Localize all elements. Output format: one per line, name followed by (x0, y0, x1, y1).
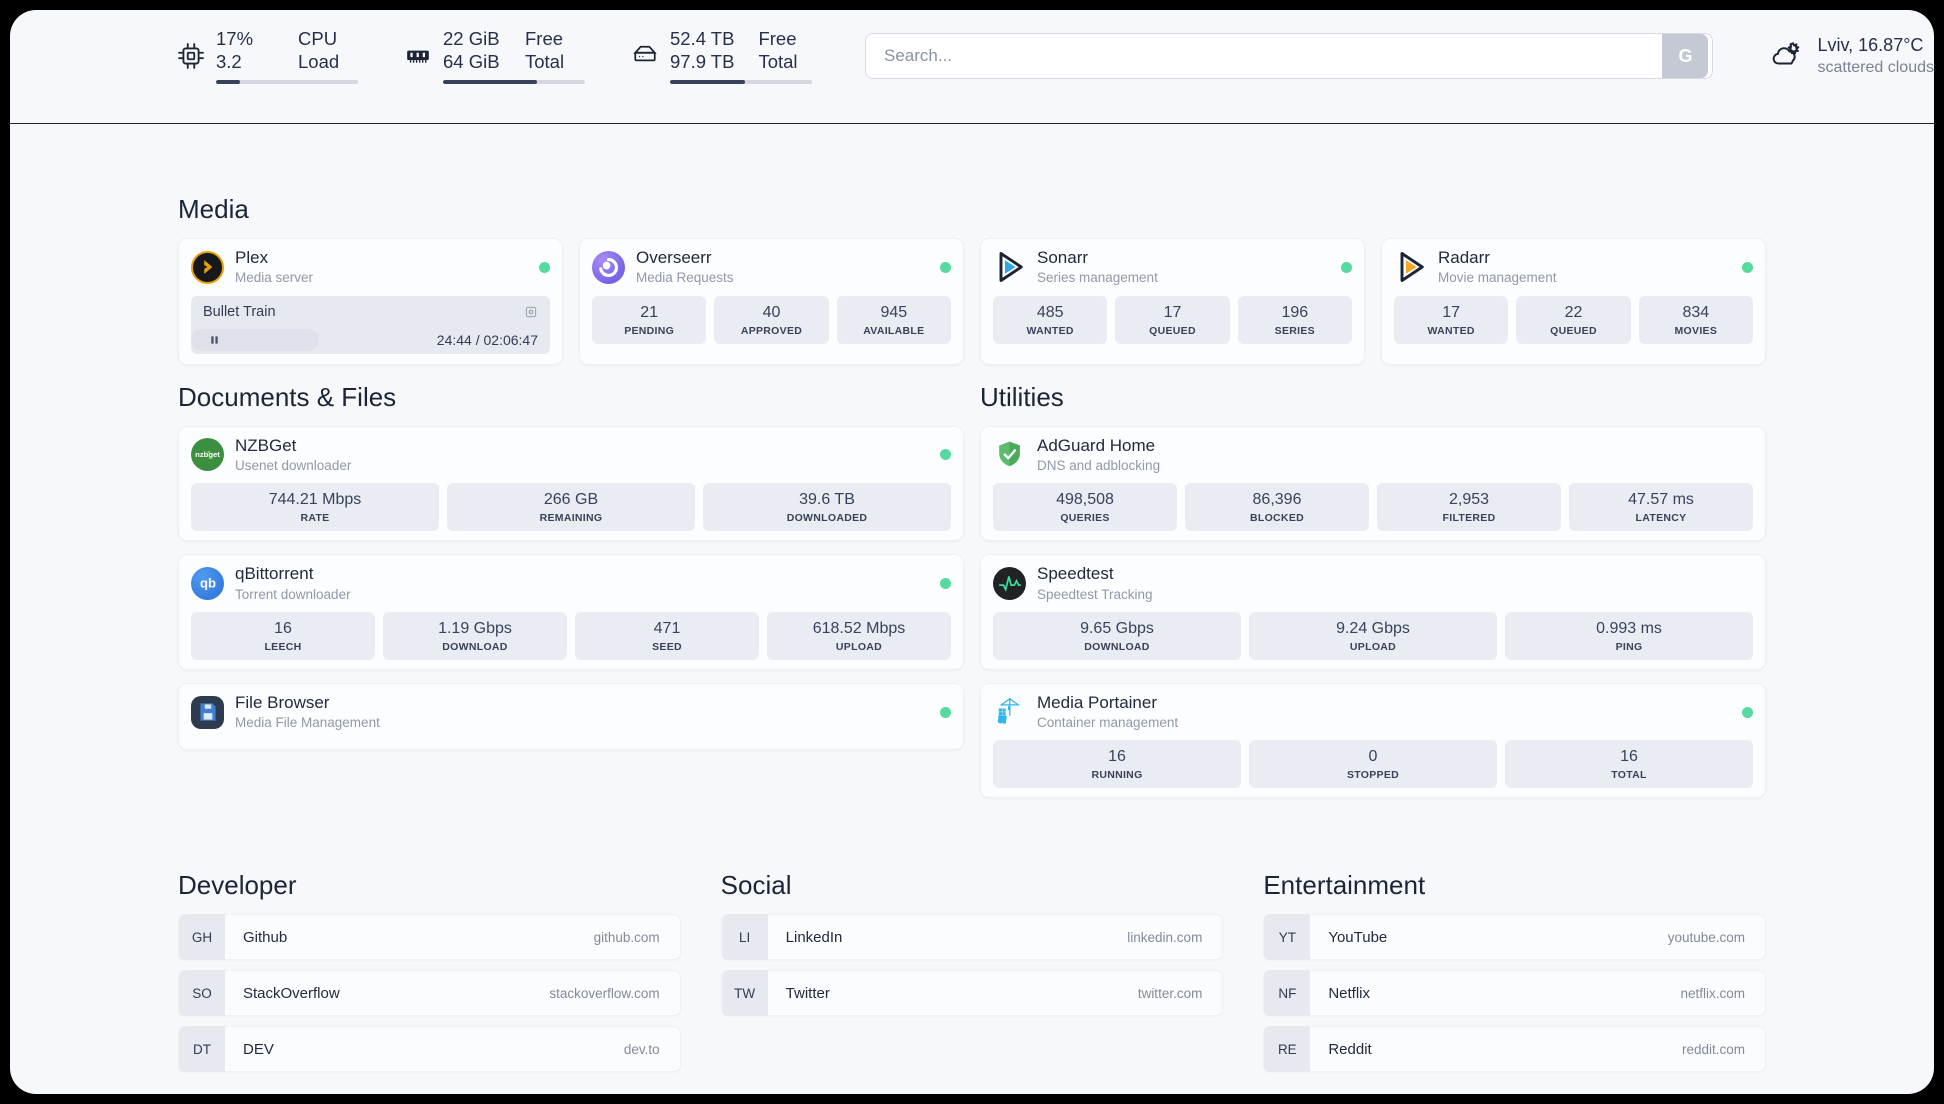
svg-text:qb: qb (199, 576, 215, 591)
